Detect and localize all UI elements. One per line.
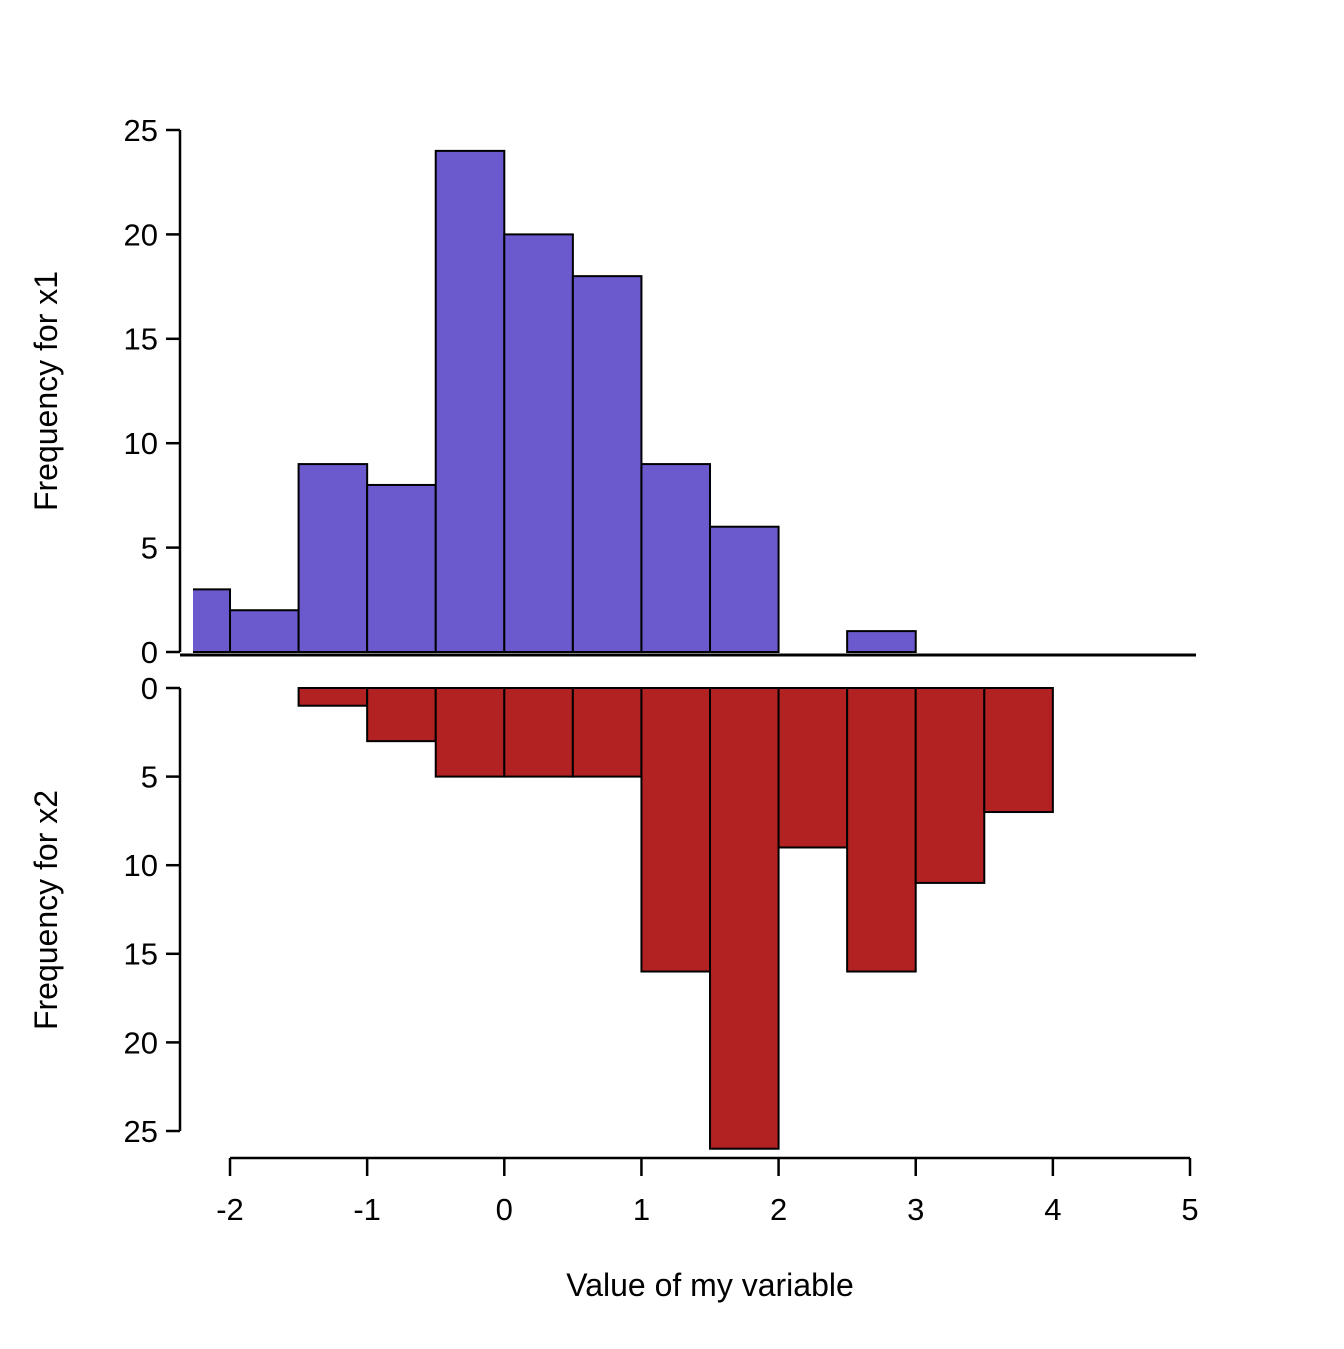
- y-tick-label-x1: 10: [124, 426, 158, 461]
- hist-bar-x2: [434, 687, 506, 778]
- hist-bar-x1: [434, 149, 506, 653]
- x-axis-title: Value of my variable: [566, 1267, 854, 1303]
- y-tick-label-x1: 20: [124, 217, 158, 252]
- y-tick-label-x2: 10: [124, 848, 158, 883]
- y-tick-label-x1: 15: [124, 322, 158, 357]
- hist-bar-x2: [914, 687, 986, 884]
- hist-bar-x2: [571, 687, 643, 778]
- hist-bar-x2: [777, 687, 849, 849]
- axes-layer: 0 5 10 15 20 25 0 5 10 15 20 25 -2 -1 0 1 2 3 4 5: [124, 113, 1199, 1227]
- x-tick-label: -2: [216, 1192, 244, 1227]
- hist-bar-x2: [640, 687, 712, 973]
- hist-bar-x1: [229, 609, 300, 653]
- y-tick-label-x2: 5: [141, 759, 158, 794]
- x-tick-label: 2: [770, 1192, 787, 1227]
- y-tick-label-x2: 25: [124, 1114, 158, 1149]
- x-tick-label: 5: [1181, 1192, 1198, 1227]
- y-axis-title-x2: Frequency for x2: [28, 790, 64, 1030]
- x-tick-label: 3: [907, 1192, 924, 1227]
- hist-bar-x2: [709, 687, 780, 1150]
- y-axis-title-x1: Frequency for x1: [28, 271, 64, 511]
- y-tick-label-x1: 5: [141, 530, 158, 565]
- hist-bar-x2: [846, 687, 917, 973]
- x-tick-label: 1: [633, 1192, 650, 1227]
- hist-bar-x2: [297, 687, 369, 707]
- y-tick-label-x1: 0: [141, 635, 158, 670]
- hist-bar-x1: [640, 463, 712, 653]
- hist-bar-x1: [846, 630, 917, 653]
- x-tick-label: 0: [496, 1192, 513, 1227]
- y-tick-label-x2: 15: [124, 937, 158, 972]
- hist-bar-x1: [366, 483, 437, 653]
- histogram-bars-layer: [193, 149, 1054, 1150]
- y-tick-label-x1: 25: [124, 113, 158, 148]
- hist-bar-x2: [503, 687, 574, 778]
- hist-bar-x2: [983, 687, 1054, 814]
- x-tick-label: -1: [353, 1192, 381, 1227]
- hist-bar-x1: [709, 525, 780, 653]
- hist-bar-x2: [366, 687, 437, 743]
- y-tick-label-x2: 20: [124, 1025, 158, 1060]
- hist-bar-x1: [193, 588, 232, 653]
- hist-bar-x1: [503, 233, 574, 653]
- hist-bar-x1: [571, 275, 643, 653]
- y-tick-label-x2: 0: [141, 671, 158, 706]
- x-tick-label: 4: [1044, 1192, 1061, 1227]
- hist-bar-x1: [297, 463, 369, 653]
